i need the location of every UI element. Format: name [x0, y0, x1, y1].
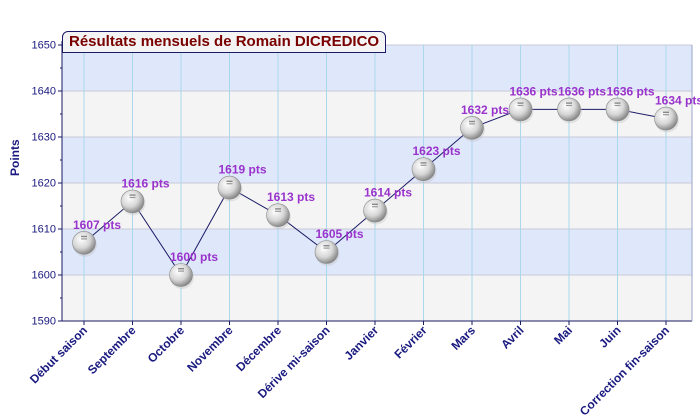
points [72, 97, 679, 289]
x-tick-label: Janvier [342, 323, 382, 363]
data-point [411, 157, 437, 184]
point-logo [614, 102, 621, 104]
data-point [314, 240, 340, 266]
x-tick-label: Décembre [233, 323, 284, 374]
x-tick-label: Correction fin-saison [577, 323, 672, 418]
data-point [557, 97, 582, 124]
data-point [72, 231, 97, 257]
x-tick-label: Février [391, 323, 429, 361]
y-tick-label: 1590 [32, 316, 56, 328]
plot-band [62, 91, 692, 137]
data-point [169, 263, 194, 289]
data-point [120, 189, 146, 216]
point-logo [129, 196, 136, 199]
data-label: 1636 pts [558, 84, 606, 98]
data-point [363, 198, 388, 225]
point-logo [663, 111, 669, 113]
point-ball [72, 231, 96, 255]
point-logo [129, 194, 136, 196]
point-ball [120, 189, 145, 214]
plot-band [62, 275, 692, 321]
data-point [654, 106, 679, 133]
point-logo [420, 164, 427, 166]
x-tick-label: Mars [448, 323, 478, 353]
y-tick-label: 1610 [32, 224, 56, 236]
data-label: 1636 pts [509, 84, 557, 98]
data-label: 1636 pts [606, 84, 654, 98]
axes [61, 41, 693, 322]
data-label: 1619 pts [218, 163, 266, 177]
data-label: 1607 pts [73, 218, 121, 232]
y-tick-label: 1640 [32, 86, 56, 98]
point-logo [469, 123, 475, 125]
data-label: 1614 pts [364, 186, 412, 200]
point-logo [420, 162, 427, 164]
point-logo [226, 180, 233, 182]
x-tick-label: Juin [596, 323, 623, 350]
point-logo [372, 206, 378, 208]
point-logo [226, 183, 233, 185]
data-point [266, 203, 291, 230]
data-point [605, 97, 631, 124]
x-tick-label: Mai [551, 323, 575, 347]
x-tick-label: Octobre [145, 323, 188, 366]
y-tick-label: 1620 [32, 178, 56, 190]
point-logo [178, 270, 184, 272]
point-logo [323, 247, 330, 249]
data-label: 1623 pts [412, 144, 460, 158]
point-logo [663, 114, 669, 116]
chart-title: Résultats mensuels de Romain DICREDICO [62, 31, 387, 53]
point-ball [411, 157, 436, 181]
point-logo [517, 102, 524, 104]
point-logo [81, 235, 87, 238]
point-logo [469, 120, 475, 123]
data-label: 1600 pts [170, 250, 218, 264]
point-ball [314, 240, 339, 264]
point-ball [217, 175, 242, 200]
data-point [217, 175, 243, 202]
plot-band [62, 137, 692, 183]
point-ball [460, 116, 484, 140]
y-ticks: 1590 1600 1610 1620 1630 1640 1650 [32, 40, 62, 328]
point-ball [605, 97, 630, 122]
data-label: 1634 pts [655, 94, 700, 108]
data-label: 1616 pts [121, 176, 169, 190]
point-logo [566, 102, 572, 104]
point-ball [363, 198, 387, 223]
point-logo [81, 238, 87, 240]
point-logo [275, 210, 281, 212]
y-tick-label: 1650 [32, 40, 56, 52]
x-tick-label: Début saison [27, 323, 90, 386]
point-logo [566, 104, 572, 107]
y-axis-label: Points [8, 139, 22, 176]
x-tick-label: Septembre [85, 323, 139, 377]
point-logo [178, 268, 184, 270]
y-tick-label: 1630 [32, 132, 56, 144]
point-logo [517, 104, 524, 107]
point-logo [372, 203, 378, 205]
point-logo [275, 208, 281, 210]
point-ball [557, 97, 581, 122]
point-ball [266, 203, 290, 227]
point-ball [654, 106, 678, 131]
plot-band [62, 229, 692, 275]
data-label: 1632 pts [461, 103, 509, 117]
data-label: 1605 pts [315, 227, 363, 241]
point-logo [323, 245, 330, 247]
vertical-grid [83, 45, 667, 321]
point-logo [614, 104, 621, 107]
plot-background [62, 44, 692, 322]
x-tick-label: Avril [498, 323, 526, 351]
x-tick-label: Novembre [184, 323, 236, 375]
data-label: 1613 pts [267, 190, 315, 204]
data-point [460, 116, 485, 142]
point-ball [169, 263, 193, 287]
point-ball [508, 97, 533, 122]
y-tick-label: 1600 [32, 270, 56, 282]
data-point [508, 97, 534, 124]
